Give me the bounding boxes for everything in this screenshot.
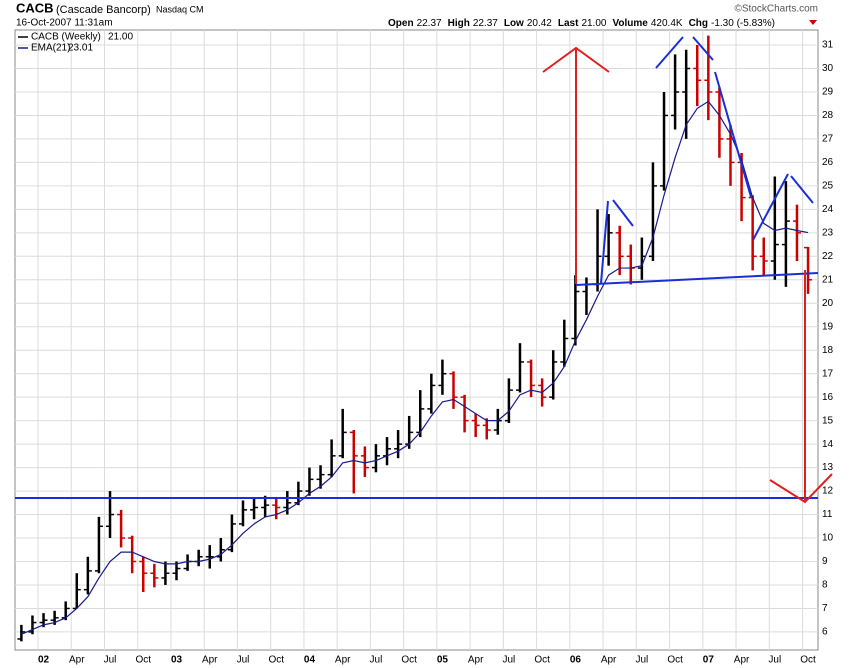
y-tick-label: 22 bbox=[822, 251, 834, 262]
x-tick-label: Jul bbox=[768, 655, 781, 666]
y-tick-label: 16 bbox=[822, 392, 834, 403]
x-tick-label: Oct bbox=[268, 655, 284, 666]
y-tick-label: 13 bbox=[822, 462, 834, 473]
legend-value: 23.01 bbox=[68, 43, 93, 54]
x-tick-label: Apr bbox=[468, 655, 484, 666]
x-tick-label: 06 bbox=[570, 655, 582, 666]
y-tick-label: 12 bbox=[822, 486, 834, 497]
credit: ©StockCharts.com bbox=[734, 4, 818, 15]
neckline bbox=[575, 272, 819, 286]
x-tick-label: Oct bbox=[667, 655, 683, 666]
quote-label: Chg bbox=[689, 18, 708, 29]
y-tick-label: 11 bbox=[822, 509, 833, 520]
y-tick-label: 18 bbox=[822, 345, 834, 356]
y-tick-label: 29 bbox=[822, 87, 834, 98]
marks bbox=[17, 35, 813, 642]
y-tick-label: 24 bbox=[822, 204, 834, 215]
y-tick-label: 17 bbox=[822, 368, 834, 379]
down-indicator bbox=[809, 20, 817, 25]
y-tick-label: 10 bbox=[822, 533, 834, 544]
x-tick-label: Oct bbox=[534, 655, 550, 666]
shoulder-line bbox=[600, 200, 609, 284]
head-line bbox=[655, 36, 684, 69]
x-tick-label: Apr bbox=[601, 655, 617, 666]
exchange: Nasdaq CM bbox=[156, 4, 204, 14]
quote-label: Open bbox=[388, 18, 414, 29]
annotations bbox=[15, 36, 833, 504]
x-tick-label: Apr bbox=[69, 655, 85, 666]
legend-label: EMA(21) bbox=[31, 43, 70, 54]
legend-label: CACB (Weekly) bbox=[31, 32, 101, 43]
date: 16-Oct-2007 11:31am bbox=[16, 18, 113, 29]
y-tick-label: 15 bbox=[822, 415, 834, 426]
x-tick-label: Oct bbox=[135, 655, 151, 666]
x-tick-label: Apr bbox=[335, 655, 351, 666]
legend: CACB (Weekly) 21.00 EMA(21) 23.01 bbox=[18, 32, 133, 54]
shoulder-line bbox=[790, 175, 814, 204]
x-tick-label: Oct bbox=[800, 655, 816, 666]
ema-line bbox=[21, 100, 809, 635]
y-tick-label: 19 bbox=[822, 321, 834, 332]
x-tick-label: Jul bbox=[635, 655, 648, 666]
y-tick-label: 8 bbox=[822, 580, 828, 591]
y-tick-label: 27 bbox=[822, 134, 834, 145]
x-tick-label: Jul bbox=[503, 655, 516, 666]
x-tick-label: 05 bbox=[437, 655, 449, 666]
y-tick-label: 21 bbox=[822, 274, 834, 285]
grid bbox=[15, 30, 818, 650]
x-tick-label: 02 bbox=[38, 655, 50, 666]
quote-label: Last bbox=[558, 18, 579, 29]
head-line bbox=[714, 71, 752, 198]
quote-value: 22.37 bbox=[473, 18, 498, 29]
quote: Open 22.37 High 22.37 Low 20.42 Last 21.00 Volum… bbox=[388, 18, 775, 29]
y-tick-label: 26 bbox=[822, 157, 834, 168]
plot-frame bbox=[14, 29, 819, 651]
quote-value: 22.37 bbox=[417, 18, 442, 29]
x-tick-label: 07 bbox=[703, 655, 715, 666]
y-tick-label: 20 bbox=[822, 298, 834, 309]
chart-title: CACB bbox=[16, 0, 54, 15]
y-tick-label: 31 bbox=[822, 40, 834, 51]
y-tick-label: 6 bbox=[822, 627, 828, 638]
y-tick-label: 14 bbox=[822, 439, 834, 450]
x-tick-label: Jul bbox=[370, 655, 383, 666]
y-tick-label: 7 bbox=[822, 603, 828, 614]
y-tick-label: 30 bbox=[822, 63, 834, 74]
head-line bbox=[692, 36, 714, 61]
quote-value: 420.4K bbox=[651, 18, 683, 29]
y-tick-label: 28 bbox=[822, 110, 834, 121]
arrow-head bbox=[542, 46, 610, 73]
shoulder-line bbox=[752, 173, 789, 241]
shoulder-line bbox=[612, 199, 634, 227]
quote-value: 20.42 bbox=[527, 18, 552, 29]
quote-label: Low bbox=[504, 18, 524, 29]
legend-value: 21.00 bbox=[108, 32, 133, 43]
x-tick-label: Oct bbox=[401, 655, 417, 666]
x-tick-label: 03 bbox=[171, 655, 183, 666]
x-tick-label: Jul bbox=[237, 655, 250, 666]
x-tick-label: Apr bbox=[734, 655, 750, 666]
y-tick-label: 23 bbox=[822, 227, 834, 238]
x-tick-label: Apr bbox=[202, 655, 218, 666]
chart-subtitle: (Cascade Bancorp) bbox=[56, 4, 151, 16]
y-tick-label: 25 bbox=[822, 181, 834, 192]
arrow-head bbox=[769, 473, 833, 504]
quote-value: 21.00 bbox=[581, 18, 606, 29]
x-tick-label: 04 bbox=[304, 655, 316, 666]
quote-label: Volume bbox=[612, 18, 648, 29]
quote-value: -1.30 (-5.83%) bbox=[711, 18, 775, 29]
y-tick-label: 9 bbox=[822, 556, 828, 567]
x-tick-label: Jul bbox=[104, 655, 117, 666]
quote-label: High bbox=[448, 18, 470, 29]
